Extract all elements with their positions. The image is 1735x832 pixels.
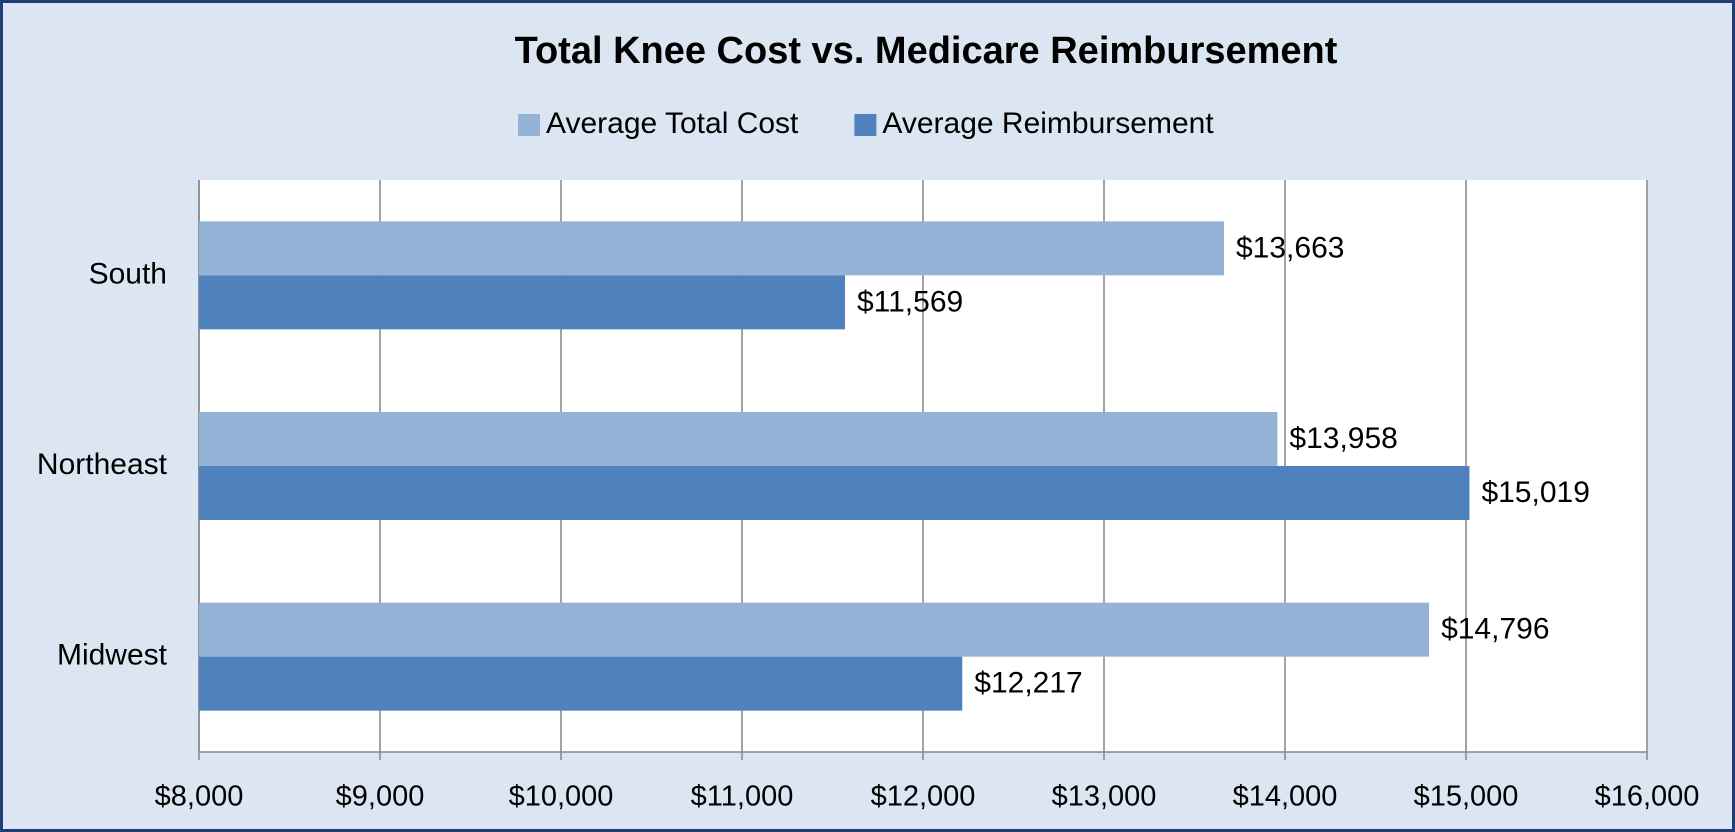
- x-tick-label: $13,000: [1052, 781, 1157, 813]
- legend-label: Average Total Cost: [546, 107, 799, 140]
- x-tick-label: $12,000: [871, 781, 976, 813]
- value-label: $13,958: [1289, 422, 1397, 455]
- legend-label: Average Reimbursement: [882, 107, 1214, 140]
- value-label: $11,569: [857, 285, 963, 318]
- legend-swatch: [518, 114, 540, 136]
- value-label: $12,217: [974, 667, 1082, 700]
- legend-swatch: [854, 114, 877, 136]
- x-tick-label: $14,000: [1233, 781, 1338, 813]
- x-tick-label: $16,000: [1595, 781, 1700, 813]
- value-label: $13,663: [1236, 231, 1344, 264]
- bar: [199, 656, 963, 711]
- y-tick-label: South: [89, 257, 167, 290]
- bar: [199, 602, 1430, 657]
- chart-title: Total Knee Cost vs. Medicare Reimburseme…: [515, 30, 1338, 72]
- y-tick-label: Northeast: [37, 448, 168, 481]
- x-tick-label: $15,000: [1414, 781, 1519, 813]
- bar: [199, 466, 1470, 520]
- value-label: $14,796: [1441, 613, 1549, 646]
- bar: [199, 412, 1278, 466]
- x-tick-label: $8,000: [155, 781, 244, 813]
- value-label: $15,019: [1481, 476, 1589, 509]
- bar: [199, 275, 845, 330]
- x-tick-label: $11,000: [691, 781, 794, 813]
- y-tick-label: Midwest: [57, 639, 168, 672]
- x-tick-label: $10,000: [509, 781, 614, 813]
- bar: [199, 221, 1225, 276]
- x-tick-label: $9,000: [336, 781, 425, 813]
